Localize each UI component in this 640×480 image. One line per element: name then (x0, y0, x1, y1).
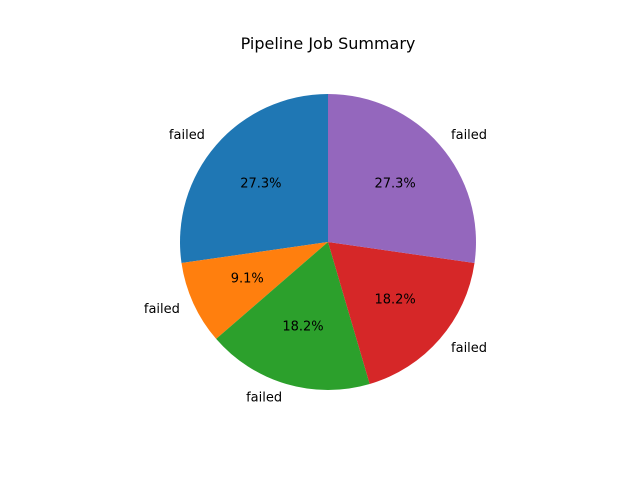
pie-labels: failed 27.3% failed 9.1% failed 18.2% failed 18… (144, 128, 487, 406)
slice-percent-1: 27.3% (240, 176, 281, 191)
slice-label-4: failed (451, 341, 487, 356)
slice-percent-5: 27.3% (374, 176, 415, 191)
pie-slice-2 (181, 242, 328, 339)
slice-label-5: failed (451, 128, 487, 143)
slice-percent-4: 18.2% (374, 293, 415, 308)
pie-slice-4 (328, 242, 475, 384)
pie-slice-3 (216, 242, 370, 390)
slice-label-1: failed (169, 128, 205, 143)
slice-label-2: failed (144, 302, 180, 317)
pie-slice-5 (328, 94, 476, 264)
slice-percent-3: 18.2% (282, 320, 323, 335)
pie-slices (180, 94, 476, 390)
slice-percent-2: 9.1% (231, 271, 264, 286)
chart-title: Pipeline Job Summary (241, 34, 416, 53)
pie-slice-1 (180, 94, 328, 264)
slice-label-3: failed (246, 391, 282, 406)
